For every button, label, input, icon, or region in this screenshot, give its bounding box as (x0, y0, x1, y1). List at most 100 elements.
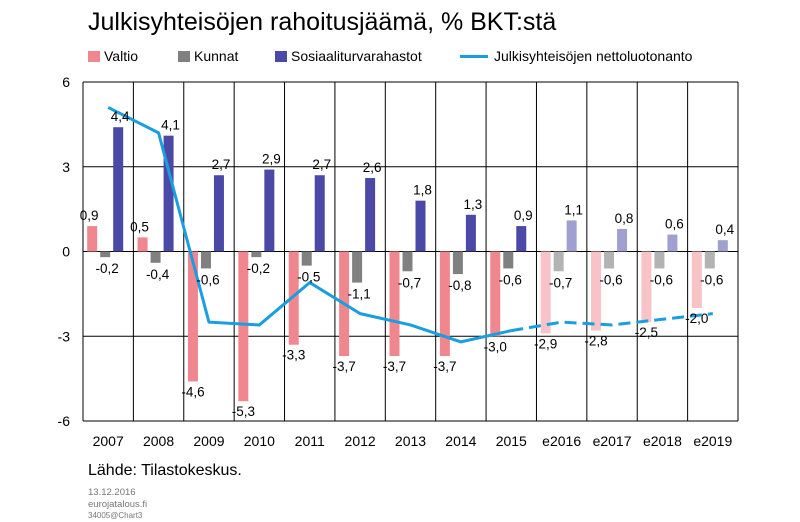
x-tick-label: 2012 (345, 433, 376, 449)
bar-valtio (540, 251, 551, 334)
legend-swatch-kunnat (178, 50, 190, 62)
bars (87, 127, 728, 402)
chart-title: Julkisyhteisöjen rahoitusjäämä, % BKT:st… (88, 8, 557, 36)
bar-valtio (87, 226, 98, 252)
legend-label-valtio: Valtio (104, 48, 138, 64)
footer-code: 34005@Chart3 (88, 511, 143, 520)
net-lending-line (107, 106, 713, 344)
data-label-sosiaali: 0,4 (715, 222, 734, 237)
bar-valtio (490, 251, 501, 337)
bar-kunnat (150, 251, 161, 263)
footer-site: eurojatalous.fi (88, 499, 148, 510)
x-tick-label: 2014 (445, 433, 476, 449)
y-tick-label: -6 (58, 413, 71, 429)
source-note: Lähde: Tilastokeskus. (88, 462, 242, 479)
data-label-valtio: -2,0 (685, 311, 708, 326)
data-label-kunnat: -0,6 (650, 272, 673, 287)
bar-kunnat (352, 251, 363, 283)
x-tick-label: 2009 (193, 433, 224, 449)
data-label-valtio: -3,7 (383, 359, 406, 374)
net-lending-line-actual (107, 106, 512, 344)
data-label-valtio: -2,8 (584, 334, 607, 349)
bar-kunnat (452, 251, 463, 275)
bar-valtio (439, 251, 450, 357)
bar-valtio (389, 251, 400, 357)
data-label-valtio: -3,0 (484, 339, 507, 354)
data-label-sosiaali: 1,3 (463, 197, 482, 212)
data-label-kunnat: -0,4 (146, 267, 170, 282)
data-label-sosiaali: 2,6 (363, 160, 382, 175)
y-tick-label: 0 (62, 244, 70, 260)
bar-valtio (238, 251, 249, 402)
x-tick-label: 2015 (496, 433, 527, 449)
data-label-sosiaali: 0,9 (514, 208, 533, 223)
data-label-sosiaali: 0,8 (615, 211, 634, 226)
data-label-sosiaali: 0,6 (665, 217, 684, 232)
data-label-sosiaali: 2,7 (312, 157, 331, 172)
data-label-valtio: -3,7 (332, 359, 355, 374)
net-lending-line-forecast (511, 312, 713, 333)
footer-date: 13.12.2016 (88, 487, 136, 498)
data-label-valtio: 0,5 (130, 219, 149, 234)
x-tick-label: 2013 (395, 433, 426, 449)
chart-area: 0,9 0,5 -4,6 -5,3 -3,3 -3,7 -3,7 -3,7 -3,0 -2,9 -2… (58, 74, 739, 449)
data-label-kunnat: -0,6 (599, 272, 622, 287)
bar-valtio (641, 251, 652, 323)
legend-item-netto: Julkisyhteisöjen nettoluotonanto (460, 48, 692, 64)
y-tick-label: 3 (62, 159, 70, 175)
bar-valtio (288, 251, 299, 345)
data-label-valtio: -2,5 (635, 325, 658, 340)
legend-swatch-valtio (88, 50, 100, 62)
x-tick-label: e2018 (643, 433, 682, 449)
bar-sosiaali (264, 169, 275, 252)
data-label-valtio: 0,9 (80, 208, 99, 223)
data-label-valtio: -2,9 (534, 336, 557, 351)
data-label-kunnat: -0,7 (549, 275, 572, 290)
bar-kunnat (100, 251, 111, 258)
legend-swatch-sosiaali (275, 50, 287, 62)
x-tick-label: 2011 (295, 433, 325, 449)
data-label-kunnat: -0,7 (398, 275, 421, 290)
bar-kunnat (604, 251, 615, 269)
data-label-valtio: -5,3 (232, 404, 255, 419)
data-label-kunnat: -0,6 (196, 272, 219, 287)
data-label-sosiaali: 1,1 (564, 202, 583, 217)
data-label-valtio: -3,7 (433, 359, 456, 374)
bar-sosiaali (415, 200, 426, 252)
bar-sosiaali (163, 135, 174, 252)
data-label-valtio: -4,6 (181, 384, 204, 399)
data-label-sosiaali: 4,4 (111, 109, 130, 124)
bar-kunnat (301, 251, 312, 266)
data-label-kunnat: -0,8 (448, 278, 471, 293)
x-tick-label: 2007 (93, 433, 124, 449)
bar-sosiaali (516, 226, 527, 252)
bar-valtio (137, 237, 148, 252)
data-label-valtio: -3,3 (282, 348, 305, 363)
bar-valtio (591, 251, 602, 331)
data-labels: 0,9 0,5 -4,6 -5,3 -3,3 -3,7 -3,7 -3,7 -3,0 -2,9 -2… (80, 109, 735, 419)
legend-item-kunnat: Kunnat (178, 48, 238, 64)
x-tick-label: e2017 (593, 433, 632, 449)
bar-valtio (691, 251, 702, 308)
bar-sosiaali (617, 228, 628, 252)
legend: Valtio Kunnat Sosiaaliturvarahastot Julk… (88, 48, 800, 68)
data-label-kunnat: -1,1 (347, 287, 370, 302)
legend-label-sosiaali: Sosiaaliturvarahastot (291, 48, 422, 64)
x-tick-label: 2008 (143, 433, 174, 449)
y-tick-label: 6 (62, 74, 70, 90)
bar-sosiaali (314, 175, 325, 252)
y-tick-label: -3 (58, 328, 71, 344)
bar-valtio (187, 251, 198, 382)
data-label-sosiaali: 1,8 (413, 183, 432, 198)
bar-kunnat (654, 251, 665, 269)
legend-item-sosiaali: Sosiaaliturvarahastot (275, 48, 422, 64)
data-label-kunnat: -0,6 (499, 272, 522, 287)
bar-kunnat (402, 251, 413, 272)
data-label-sosiaali: 2,9 (262, 152, 281, 167)
bar-kunnat (200, 251, 211, 269)
bar-sosiaali (667, 234, 678, 252)
bar-sosiaali (365, 178, 376, 252)
legend-item-valtio: Valtio (88, 48, 138, 64)
bar-sosiaali (465, 214, 476, 252)
bar-kunnat (704, 251, 715, 269)
